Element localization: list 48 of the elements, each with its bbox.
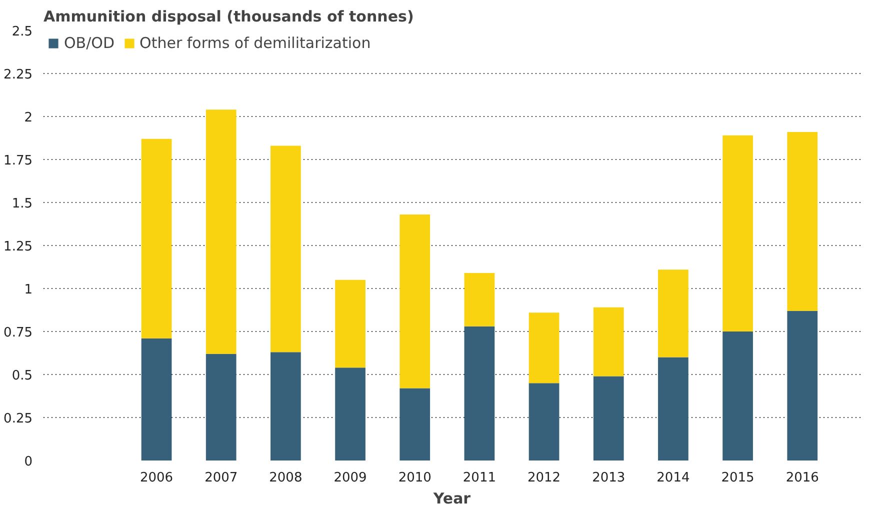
bar [787, 310, 818, 460]
x-tick-label: 2008 [269, 470, 302, 486]
bar [335, 368, 366, 460]
y-tick-label: 1.75 [4, 154, 33, 168]
bar [141, 138, 172, 338]
x-tick-label: 2011 [462, 470, 496, 486]
y-tick-label: 1.5 [12, 196, 33, 212]
bar [787, 132, 818, 311]
y-tick-label: 0.75 [4, 326, 33, 340]
legend-label: Other forms of demilitarization [140, 34, 371, 52]
x-tick-label: 2012 [527, 470, 561, 486]
bar [528, 312, 560, 384]
y-tick-label: 0.5 [12, 368, 33, 384]
y-tick-label: 2.25 [4, 68, 33, 82]
bar [722, 332, 753, 460]
bar [593, 376, 624, 460]
y-tick-label: 2 [24, 110, 33, 126]
x-tick-label: 2006 [140, 470, 174, 486]
x-tick-label: 2014 [656, 470, 690, 486]
bar [528, 383, 560, 460]
bar [270, 146, 301, 352]
y-tick-label: 2.5 [12, 24, 33, 40]
bar [400, 388, 430, 460]
legend-label: OB/OD [64, 34, 115, 52]
bar [722, 135, 753, 332]
y-axis-title: Ammunition disposal (thousands of tonnes) [44, 8, 414, 26]
bar [464, 326, 495, 460]
bar [206, 354, 236, 460]
y-tick-label: 0.25 [4, 412, 33, 426]
y-tick-label: 1.25 [4, 240, 33, 254]
x-tick-label: 2016 [786, 470, 819, 486]
bar [206, 110, 236, 354]
x-axis-title: Year [432, 490, 472, 508]
y-tick-label: 1 [24, 282, 33, 298]
x-tick-label: 2010 [398, 470, 432, 486]
x-tick-label: 2015 [721, 470, 754, 486]
bar [464, 273, 495, 326]
bar [658, 270, 688, 358]
x-tick-label: 2013 [592, 470, 626, 486]
bar [658, 357, 688, 460]
x-tick-label: 2007 [204, 470, 238, 486]
bar [335, 280, 366, 368]
bar [270, 352, 301, 460]
bar [141, 338, 172, 460]
x-tick-label: 2009 [334, 470, 367, 486]
bar [593, 307, 624, 376]
bar [400, 214, 430, 388]
y-tick-label: 0 [24, 454, 33, 470]
